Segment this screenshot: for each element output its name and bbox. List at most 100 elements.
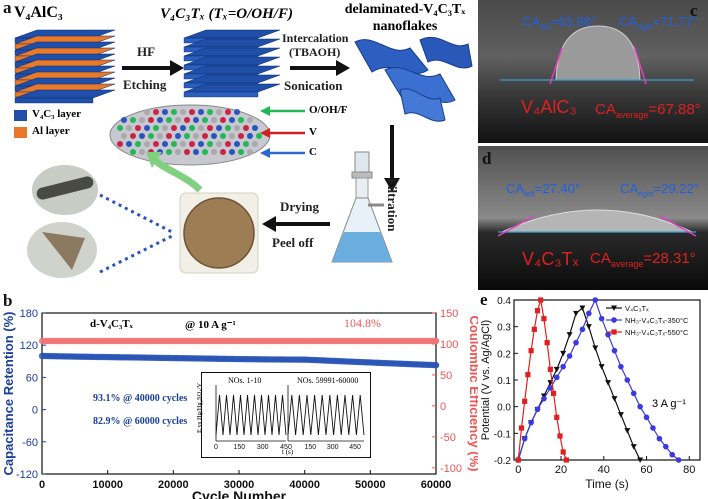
series-point bbox=[637, 403, 643, 410]
y-tick-label: -120 bbox=[16, 469, 38, 481]
series-point bbox=[605, 380, 612, 386]
series-point bbox=[525, 372, 531, 378]
legend-swatch-al bbox=[14, 127, 27, 138]
inset-xlabel: t (s) bbox=[282, 448, 294, 456]
y-tick-label: -0.2 bbox=[494, 456, 512, 467]
series-point bbox=[669, 451, 676, 458]
return-arrow bbox=[152, 157, 203, 193]
legend-marker bbox=[611, 317, 617, 323]
x-tick-label: 20 bbox=[555, 464, 567, 476]
filtration-flask bbox=[331, 151, 393, 263]
intercalation-label: Intercalation bbox=[282, 31, 349, 45]
ca-right-c: CAright=71.77° bbox=[619, 14, 698, 32]
y-tick-label: 0 bbox=[32, 405, 38, 417]
inset-right-title: NOs. 59991-60000 bbox=[297, 376, 359, 385]
ce-label-b: 104.8% bbox=[344, 316, 381, 330]
ca-left-c: CAleft=63.98° bbox=[522, 14, 597, 32]
x-tick-label: 50000 bbox=[355, 479, 386, 491]
inset-gcd-curve bbox=[287, 394, 365, 436]
series-point bbox=[586, 310, 592, 317]
inset-left-title: NOs. 1-10 bbox=[228, 376, 262, 385]
inset-ylabel: E vs Hg/Hg₂SO₄/V bbox=[196, 382, 203, 433]
inset-tick-label: 300 bbox=[327, 444, 339, 451]
inset-tick-label: 150 bbox=[233, 444, 245, 451]
panel-c: c CAleft=63.98° CAright=71.77° V₄AlC₃ CA… bbox=[478, 0, 708, 143]
series-point bbox=[573, 339, 579, 346]
chart-e-xlabel: Time (s) bbox=[585, 477, 629, 491]
y2-tick-label: 150 bbox=[440, 308, 458, 320]
label-ooh-f: O/OH/F bbox=[309, 104, 348, 116]
y2-tick-label: -50 bbox=[440, 432, 456, 444]
hf-arrow bbox=[122, 60, 184, 76]
series-point bbox=[566, 353, 573, 359]
legend-v4c3-label: V₄C₃ layer bbox=[32, 108, 82, 120]
filtration-label: Filtration bbox=[385, 178, 400, 232]
series-point bbox=[643, 414, 650, 421]
series-point bbox=[592, 297, 599, 303]
series-point bbox=[547, 366, 553, 372]
chart-b: 0 10000 20000 30000 40000 50000 60000-120-6006… bbox=[1, 308, 478, 499]
x-tick-label: 0 bbox=[515, 464, 521, 476]
series-point bbox=[592, 345, 599, 351]
legend-swatch-v4c3 bbox=[14, 110, 27, 121]
label-c: C bbox=[309, 146, 317, 158]
series-point bbox=[637, 457, 644, 463]
flexible-film-photo-bottom bbox=[27, 222, 97, 278]
retention-point bbox=[432, 361, 440, 369]
series-point bbox=[598, 315, 605, 322]
x-tick-label: 30000 bbox=[224, 479, 255, 491]
hf-label: HF bbox=[137, 44, 156, 59]
series-point bbox=[630, 444, 637, 450]
inset-tick-label: 0 bbox=[214, 444, 218, 451]
rate-label-e: 3 A g⁻¹ bbox=[652, 398, 686, 410]
series-point bbox=[528, 348, 534, 354]
material-c: V₄AlC₃ bbox=[521, 97, 577, 117]
ca-average-c: CAaverage=67.88° bbox=[595, 101, 701, 120]
series-point bbox=[547, 385, 554, 391]
series-point bbox=[522, 398, 528, 404]
series-point bbox=[541, 316, 547, 322]
inset-plot: 0 150 300 450 150 300 450 bbox=[214, 385, 365, 451]
delaminated-title-line2: nanoflakes bbox=[372, 19, 438, 34]
panel-a: a V₄AlC₃ V₄C₃Tₓ (Tₓ=O/OH/F) delaminated-… bbox=[0, 0, 475, 290]
y-tick-label: 0.0 bbox=[497, 403, 511, 414]
x-tick-label: 40000 bbox=[289, 479, 320, 491]
series-point bbox=[544, 340, 550, 346]
series-point bbox=[573, 310, 579, 317]
sonication-arrow bbox=[290, 60, 350, 76]
chart-e: 0 20 40 60 80 -0.2 -0.1 0.0 0.1 0.2 0.3 0.4 Time (s)… bbox=[480, 296, 701, 491]
series-point bbox=[550, 390, 557, 396]
material-v4alc3-title: V₄AlC₃ bbox=[14, 4, 63, 21]
legend-label: V₄C₃Tₓ bbox=[625, 304, 649, 313]
series-point bbox=[624, 377, 631, 383]
series-point bbox=[554, 414, 560, 420]
y-tick-label: -60 bbox=[22, 437, 38, 449]
series-point bbox=[617, 412, 624, 418]
y2-tick-label: -100 bbox=[440, 463, 462, 475]
series-point bbox=[515, 457, 521, 463]
y-tick-label: 0.2 bbox=[497, 349, 511, 360]
series-point bbox=[618, 363, 624, 370]
inset-tick-label: 450 bbox=[280, 444, 292, 451]
series-point bbox=[656, 435, 663, 442]
ca-left-d: CAleft=27.40° bbox=[506, 181, 581, 199]
peel-off-label: Peel off bbox=[272, 235, 314, 250]
series-point bbox=[675, 457, 682, 463]
x-tick-label: 80 bbox=[683, 464, 695, 476]
series-point bbox=[566, 332, 573, 338]
chart-b-xlabel: Cycle Number bbox=[192, 488, 287, 499]
x-tick-label: 40 bbox=[598, 464, 610, 476]
series-point bbox=[560, 363, 566, 370]
series-point bbox=[585, 324, 592, 330]
series-point bbox=[560, 350, 567, 357]
ca-average-d: CAaverage=28.31° bbox=[590, 250, 696, 269]
series-point bbox=[538, 297, 544, 303]
x-tick-label: 60 bbox=[640, 464, 652, 476]
ca-right-d: CAright=29.22° bbox=[620, 181, 699, 199]
x-tick-label: 20000 bbox=[158, 479, 189, 491]
y-tick-label: 0.4 bbox=[497, 296, 511, 307]
inset-gcd: NOs. 1-10 NOs. 59991-60000 0 150 300 450 150… bbox=[196, 372, 371, 458]
x-tick-label: 0 bbox=[39, 479, 45, 491]
series-point bbox=[557, 433, 563, 439]
series-point bbox=[579, 326, 586, 333]
